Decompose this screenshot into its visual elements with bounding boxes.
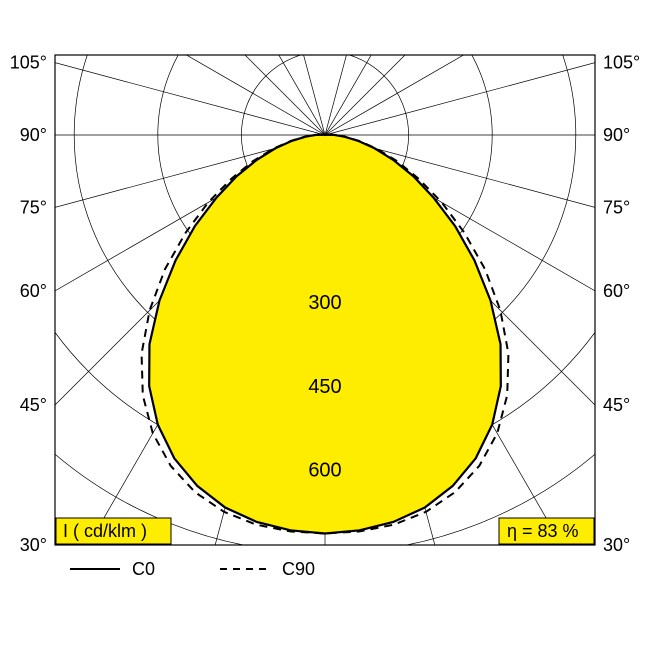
efficiency-label: η = 83 % [507, 521, 579, 541]
radial-label: 450 [308, 376, 341, 398]
angle-label-right: 75° [603, 197, 630, 217]
radial-label: 600 [308, 459, 341, 481]
polar-chart: 300 450 600 105° 105° 90° 90° 75° 75° 60° 60° 45° 45… [0, 0, 650, 650]
angle-label-left: 30° [20, 535, 47, 555]
angle-label-left: 45° [20, 395, 47, 415]
angle-label-right: 60° [603, 281, 630, 301]
angle-label-left: 60° [20, 281, 47, 301]
angle-label-left: 75° [20, 197, 47, 217]
units-label: I ( cd/klm ) [63, 521, 147, 541]
angle-label-right: 45° [603, 395, 630, 415]
angle-label-left: 105° [10, 53, 47, 73]
legend-c90: C90 [282, 559, 315, 579]
legend-c0: C0 [132, 559, 155, 579]
angle-label-left: 90° [20, 125, 47, 145]
angle-label-right: 105° [603, 53, 640, 73]
angle-label-right: 30° [603, 535, 630, 555]
radial-label: 300 [308, 292, 341, 314]
angle-label-right: 90° [603, 125, 630, 145]
